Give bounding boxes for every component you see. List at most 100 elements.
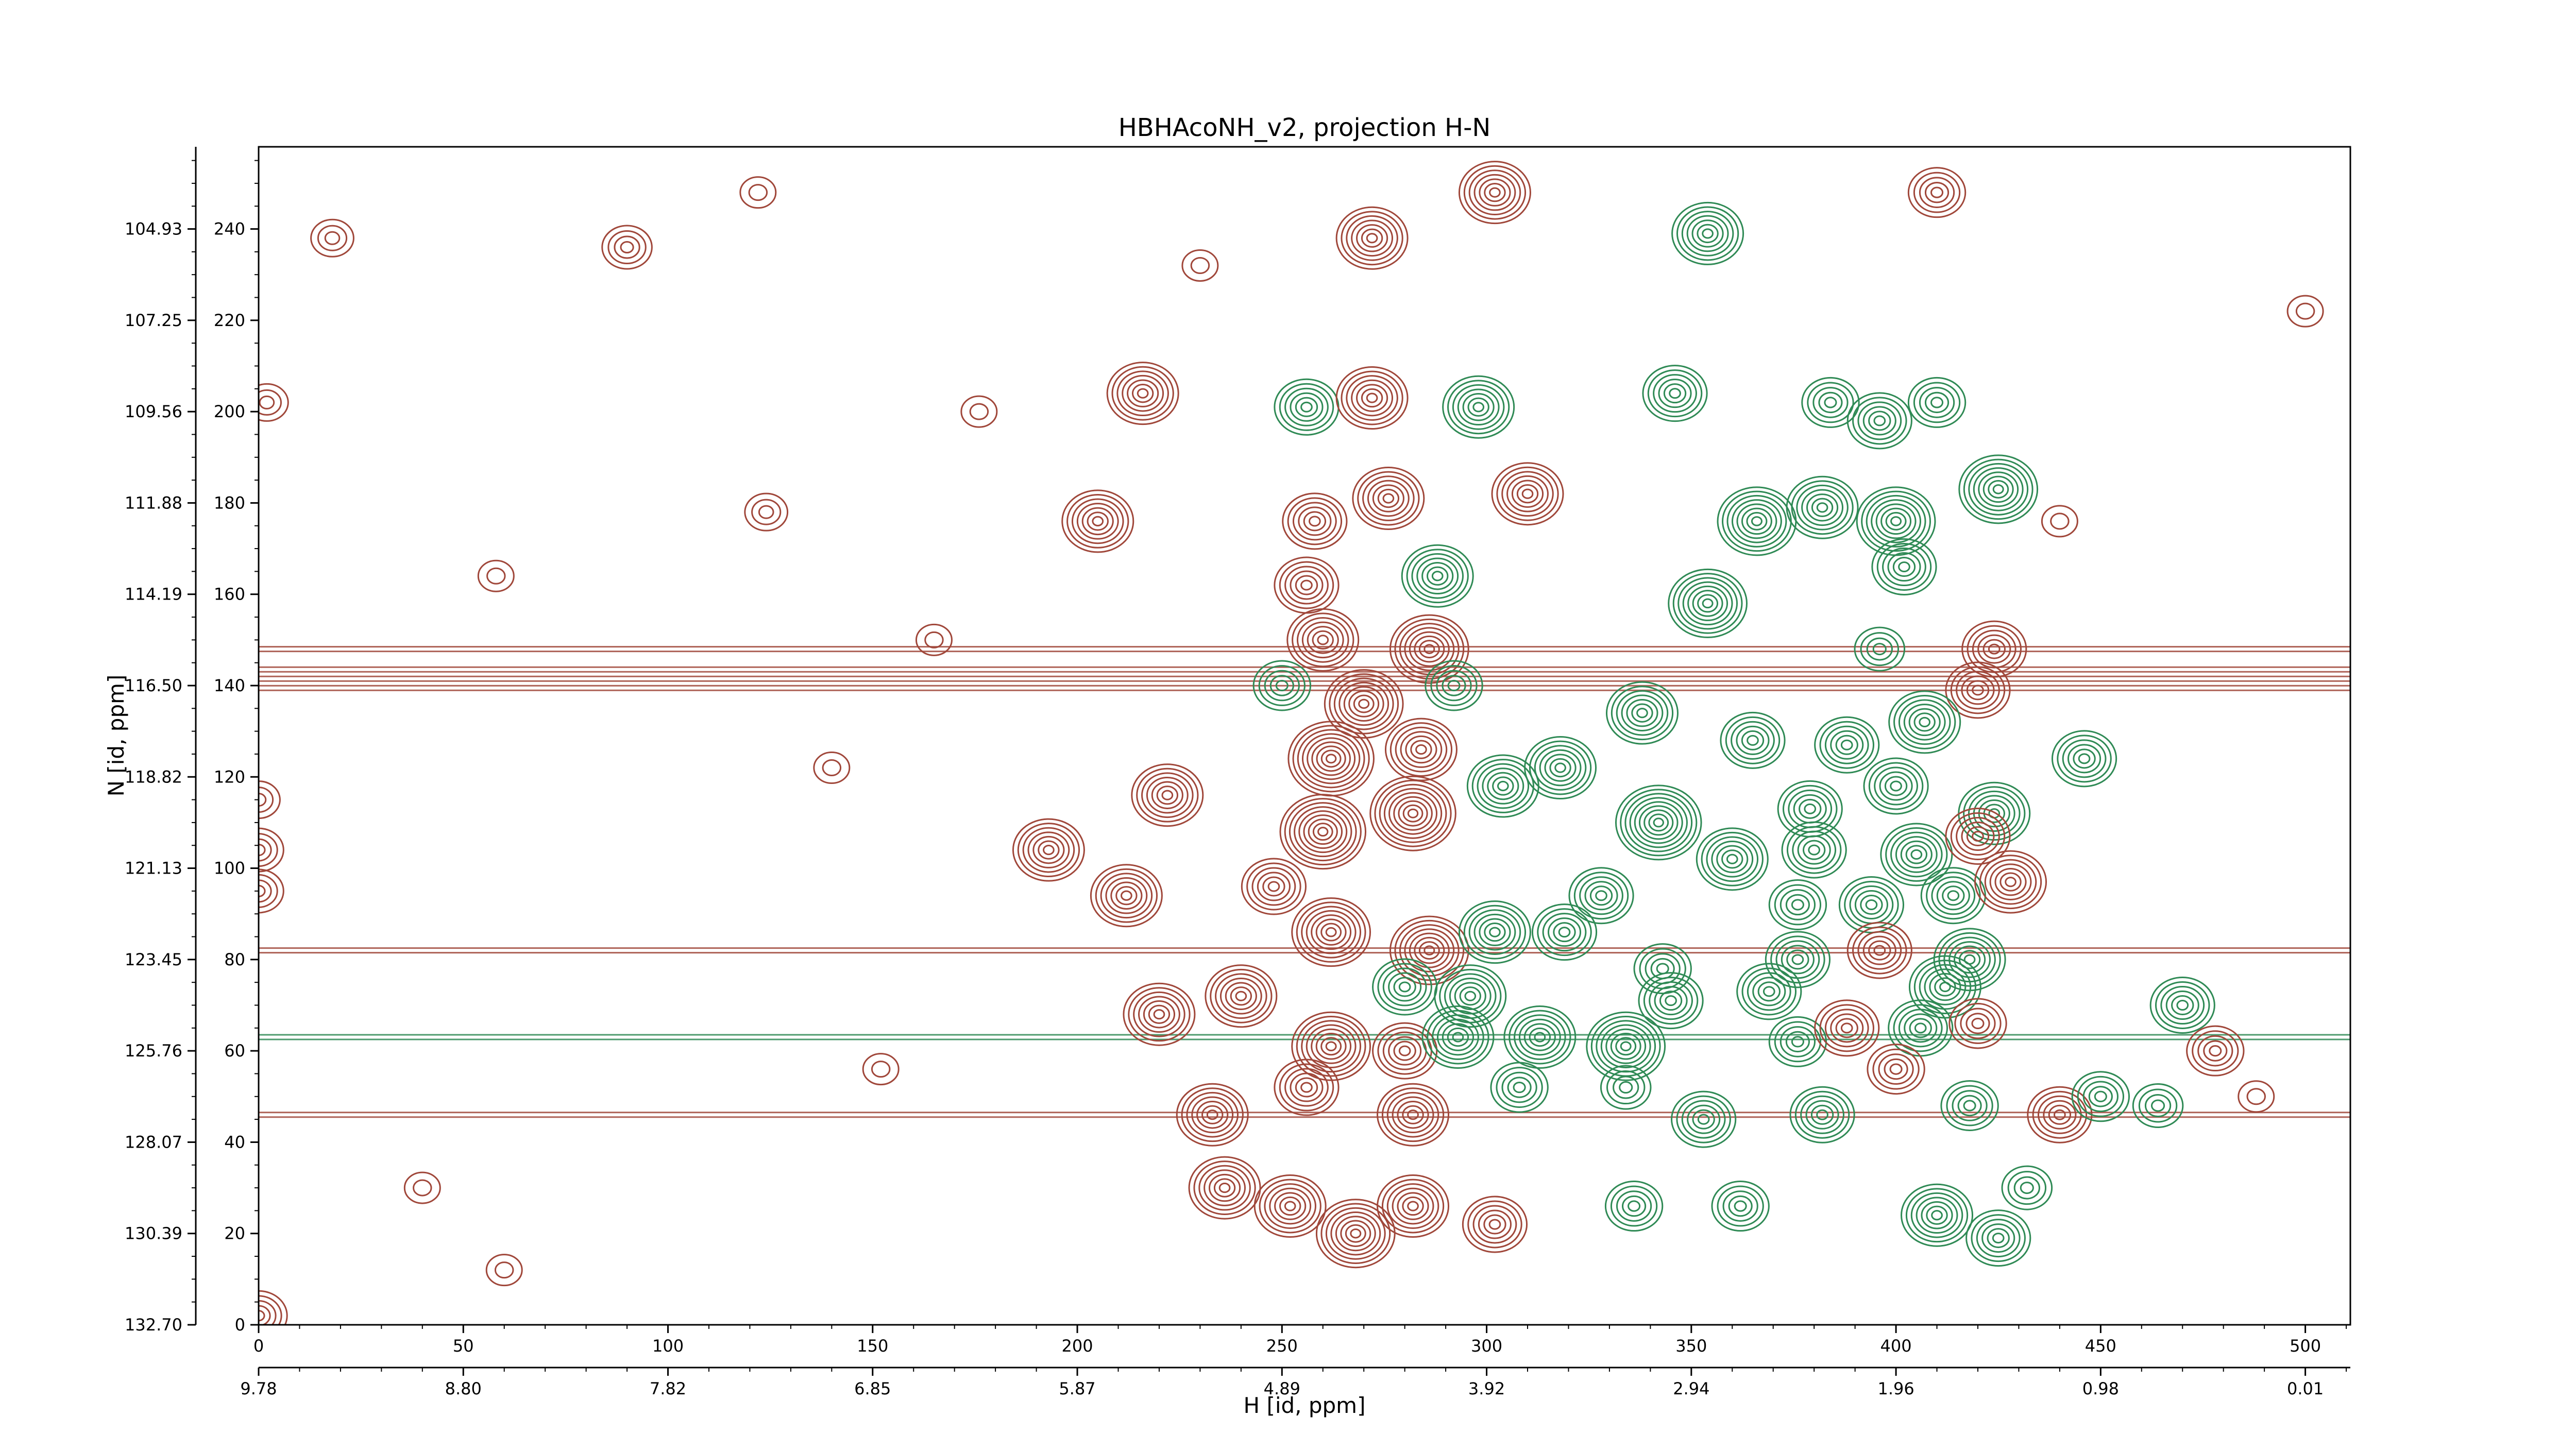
x-index-tick-label: 500 [2290, 1336, 2321, 1356]
contour-level [1586, 1011, 1666, 1081]
contour-level [1432, 1014, 1484, 1060]
contour-level [1791, 1036, 1804, 1048]
contour-level [2155, 981, 2210, 1029]
contour-level [1415, 744, 1427, 755]
contour-level [1496, 466, 1559, 521]
contour-level [1775, 940, 1820, 979]
peak-80 [1586, 1011, 1666, 1081]
peak-9 [1801, 377, 1860, 428]
x-axis-ppm: 9.78 8.80 7.82 6.85 5.87 4.89 3.92 2.94 1.96 0.98… [240, 1367, 2350, 1398]
contour-level [1786, 475, 1859, 539]
contour-level [1312, 823, 1333, 841]
x-axis-index: 0 50 100 150 200 250 300 350 400 450 500 [253, 1325, 2347, 1356]
contour-level [1840, 739, 1853, 750]
peak-121 [813, 752, 851, 784]
contour-level [1731, 721, 1775, 760]
contour-level [2209, 1045, 2222, 1057]
peak-89 [1490, 1062, 1549, 1113]
contour-level [1948, 941, 1991, 978]
peak-122 [2041, 505, 2078, 538]
x-ppm-tick-label: 1.96 [1877, 1379, 1914, 1398]
contour-level [1620, 1041, 1632, 1052]
contour-level [1351, 219, 1394, 257]
contour-level [1491, 462, 1564, 526]
contour-level [1963, 1100, 1976, 1112]
contour-level [1686, 215, 1729, 252]
contour-level [1300, 401, 1313, 413]
contour-level [1903, 704, 1946, 741]
y-axis-ppm: 132.70 130.39 128.07 125.76 123.45 121.13 118.… [125, 147, 197, 1335]
contour-level [1890, 831, 1943, 878]
contour-level [1890, 516, 1902, 526]
contour-level [1929, 972, 1961, 1001]
x-ppm-tick-label: 4.89 [1264, 1379, 1300, 1398]
contour-level [1421, 562, 1454, 590]
peak-2 [1671, 201, 1744, 265]
contour-level [1624, 793, 1693, 852]
x-index-tick-label: 400 [1880, 1336, 1912, 1356]
contour-level [1816, 1109, 1828, 1120]
contour-level [1452, 1032, 1464, 1043]
contour-level [1511, 480, 1544, 508]
contour-level [1343, 686, 1384, 722]
contour-level [1687, 1104, 1721, 1134]
peak-12 [1061, 489, 1134, 553]
contour-level [1325, 1041, 1337, 1052]
contour-level [1393, 1040, 1416, 1061]
y-index-tick-label: 200 [214, 402, 245, 421]
contour-level [1671, 1090, 1737, 1148]
contour-level [1156, 786, 1179, 805]
contour-level [1871, 538, 1937, 596]
contour-level [1311, 741, 1351, 776]
peak-38 [1888, 690, 1961, 754]
contour-level [1808, 844, 1821, 856]
x-index-tick-label: 0 [253, 1336, 264, 1356]
contour-level [1966, 826, 1990, 847]
contour-level [1885, 827, 1948, 882]
contour-level [1620, 789, 1698, 857]
contour-level [1274, 378, 1340, 436]
contour-level [1409, 932, 1450, 968]
y-ppm-tick-label: 121.13 [125, 859, 182, 878]
contour-level [1643, 809, 1674, 836]
contour-level [1206, 1109, 1218, 1120]
contour-level [1377, 1174, 1450, 1238]
contour-level [1279, 383, 1334, 431]
y-ppm-tick-label: 104.93 [125, 219, 182, 239]
contour-level [2057, 735, 2112, 783]
contour-level [1311, 1028, 1352, 1064]
contour-level [1610, 1185, 1658, 1227]
contour-level [1711, 1181, 1770, 1232]
contour-level [1818, 391, 1843, 414]
contour-level [1926, 1205, 1948, 1225]
contour-level [1741, 730, 1765, 750]
contour-level [1529, 740, 1592, 795]
contour-level [1553, 922, 1576, 943]
contour-level [1316, 745, 1346, 772]
contour-level [2077, 1076, 2125, 1117]
contour-level [1176, 1083, 1249, 1147]
contour-level [1874, 766, 1918, 806]
contour-level [1717, 486, 1797, 556]
contour-level [1681, 1100, 1726, 1139]
contour-level [1852, 397, 1907, 445]
peak-32 [1605, 681, 1679, 745]
peak-25 [1286, 608, 1360, 672]
contour-level [1965, 1209, 2031, 1267]
contour-level [1458, 900, 1531, 964]
contour-level [1992, 484, 2004, 494]
contour-level [1757, 981, 1781, 1002]
contour-level [1213, 1178, 1236, 1198]
contour-level [1957, 1095, 1982, 1117]
plot-area [259, 161, 2350, 1325]
contour-level [1722, 1190, 1758, 1222]
contour-level [1649, 981, 1693, 1020]
contour-level [1393, 796, 1433, 831]
contour-level [1153, 1009, 1165, 1020]
contour-level [1320, 1037, 1342, 1056]
contour-level [1892, 557, 1916, 577]
contour-level [1472, 402, 1485, 413]
contour-level [1463, 904, 1527, 960]
contour-level [1320, 1203, 1391, 1264]
contour-level [960, 395, 998, 428]
